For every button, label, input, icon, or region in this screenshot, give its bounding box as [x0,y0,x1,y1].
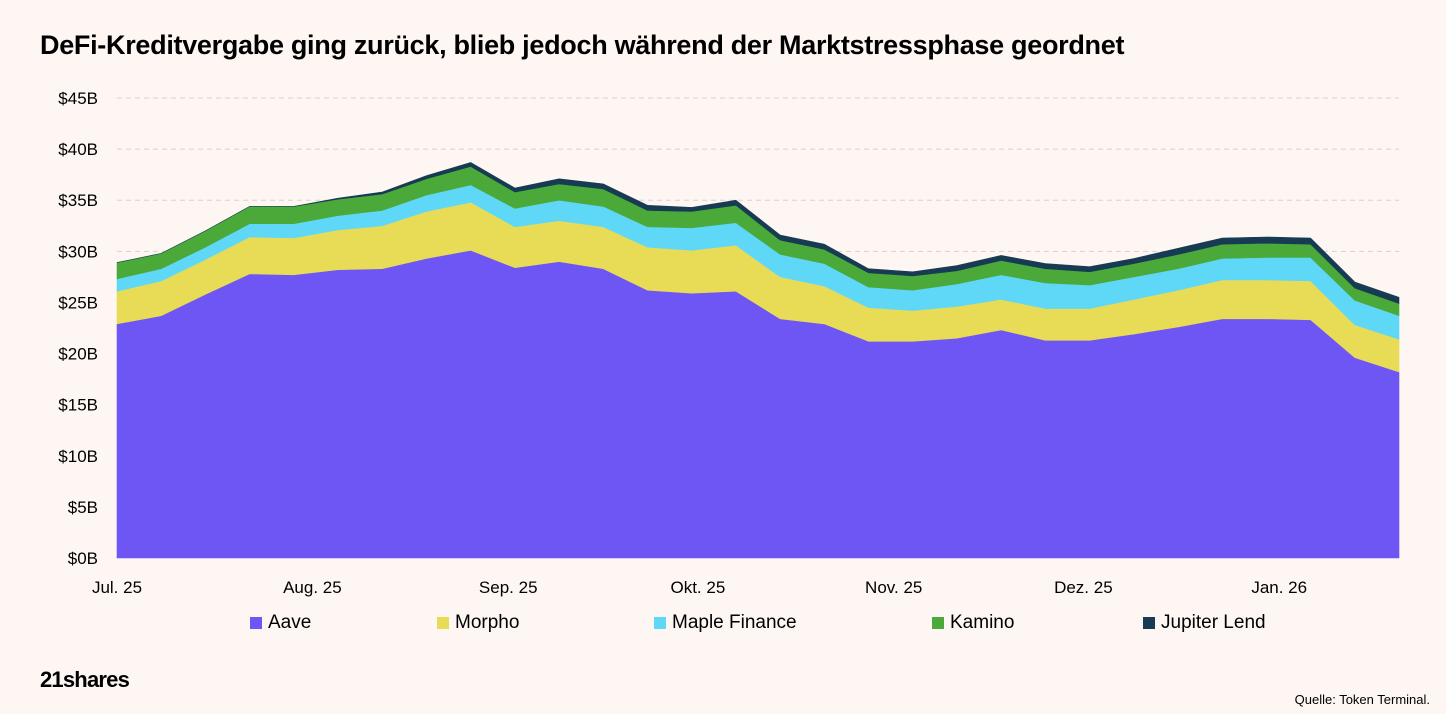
y-tick-label: $15B [58,396,98,415]
legend-swatch [932,617,944,629]
x-tick-label: Dez. 25 [1054,578,1113,597]
x-axis-ticks: Jul. 25 Aug. 25 Sep. 25 Okt. 25 Nov. 25 Dez. … [92,578,1307,597]
legend-label: Kamino [950,612,1015,633]
x-tick-label: Jan. 26 [1251,578,1307,597]
y-axis-ticks: $0B $5B $10B $15B $20B $25B $30B $35B $40B $45B [58,89,98,568]
chart-legend: Aave Morpho Maple Finance Kamino Jupiter Len… [0,612,1446,636]
legend-label: Jupiter Lend [1161,612,1266,633]
chart-title: DeFi-Kreditvergabe ging zurück, blieb je… [40,30,1125,60]
x-tick-label: Okt. 25 [670,578,725,597]
legend-label: Morpho [455,612,520,633]
y-tick-label: $40B [58,140,98,159]
area-jupiter-lend [116,162,1400,304]
legend-item-aave: Aave [250,612,311,634]
legend-item-jupiter-lend: Jupiter Lend [1143,612,1266,634]
y-tick-label: $35B [58,191,98,210]
legend-swatch [654,617,666,629]
legend-item-morpho: Morpho [437,612,519,634]
legend-label: Maple Finance [672,612,797,633]
legend-swatch [250,617,262,629]
y-tick-label: $45B [58,89,98,108]
x-tick-label: Nov. 25 [865,578,922,597]
area-series-layer [116,162,1400,559]
y-tick-label: $20B [58,345,98,364]
y-tick-label: $5B [68,498,98,517]
legend-item-kamino: Kamino [932,612,1014,634]
stacked-area-chart: $0B $5B $10B $15B $20B $25B $30B $35B $40B $45B J… [58,89,1400,597]
y-tick-label: $25B [58,293,98,312]
legend-label: Aave [268,612,312,633]
y-tick-label: $0B [68,549,98,568]
y-tick-label: $10B [58,447,98,466]
brand-logo: 21shares [40,667,130,692]
legend-swatch [1143,617,1155,629]
y-tick-label: $30B [58,242,98,261]
legend-swatch [437,617,449,629]
legend-item-maple-finance: Maple Finance [654,612,797,634]
x-tick-label: Jul. 25 [92,578,142,597]
x-tick-label: Sep. 25 [479,578,538,597]
x-tick-label: Aug. 25 [283,578,342,597]
source-note: Quelle: Token Terminal. [1294,692,1430,707]
